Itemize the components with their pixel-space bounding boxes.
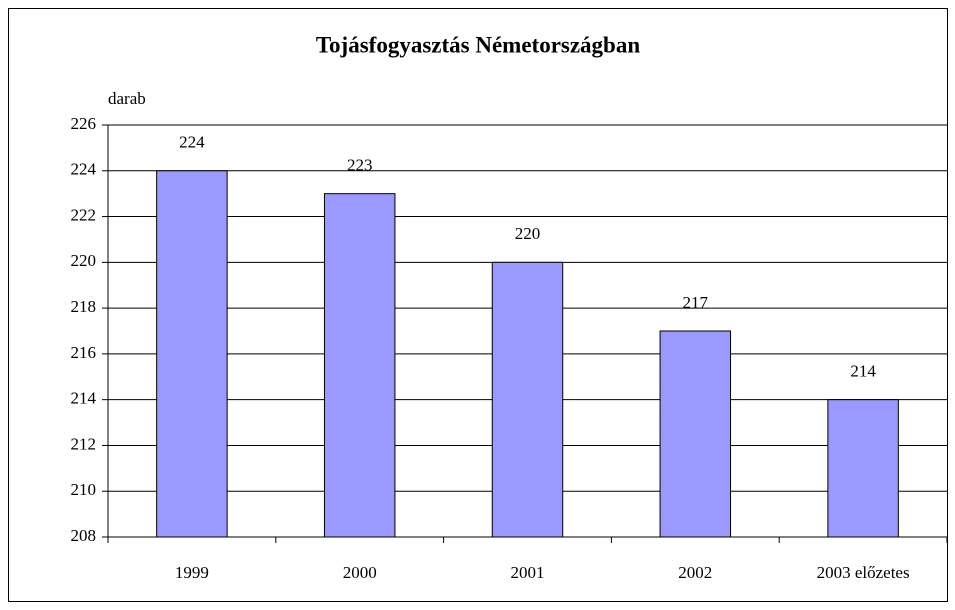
bar [156, 170, 228, 538]
bar [323, 193, 396, 538]
y-tick-label: 226 [71, 114, 97, 133]
bar [827, 399, 899, 538]
chart-border [8, 8, 948, 602]
x-tick-label: 2003 előzetes [817, 563, 910, 582]
y-tick-label: 220 [71, 251, 97, 270]
data-label: 217 [683, 293, 709, 312]
x-tick-label: 1999 [175, 563, 209, 582]
y-tick-label: 222 [71, 205, 97, 224]
y-tick-label: 210 [71, 480, 97, 499]
x-tick-label: 2000 [343, 563, 377, 582]
y-tick-label: 208 [71, 526, 97, 545]
y-tick-label: 214 [71, 389, 97, 408]
bar [491, 261, 564, 538]
x-tick-label: 2002 [678, 563, 712, 582]
data-label: 220 [515, 224, 541, 243]
x-tick-label: 2001 [511, 563, 545, 582]
y-tick-label: 216 [71, 343, 97, 362]
y-axis-label: darab [108, 89, 146, 108]
data-label: 224 [179, 133, 205, 152]
data-label: 214 [850, 362, 876, 381]
chart-title: Tojásfogyasztás Németországban [316, 32, 641, 57]
bar [659, 330, 732, 538]
y-tick-label: 218 [71, 297, 97, 316]
y-tick-label: 212 [71, 434, 97, 453]
data-label: 223 [347, 156, 373, 175]
y-tick-label: 224 [71, 160, 97, 179]
